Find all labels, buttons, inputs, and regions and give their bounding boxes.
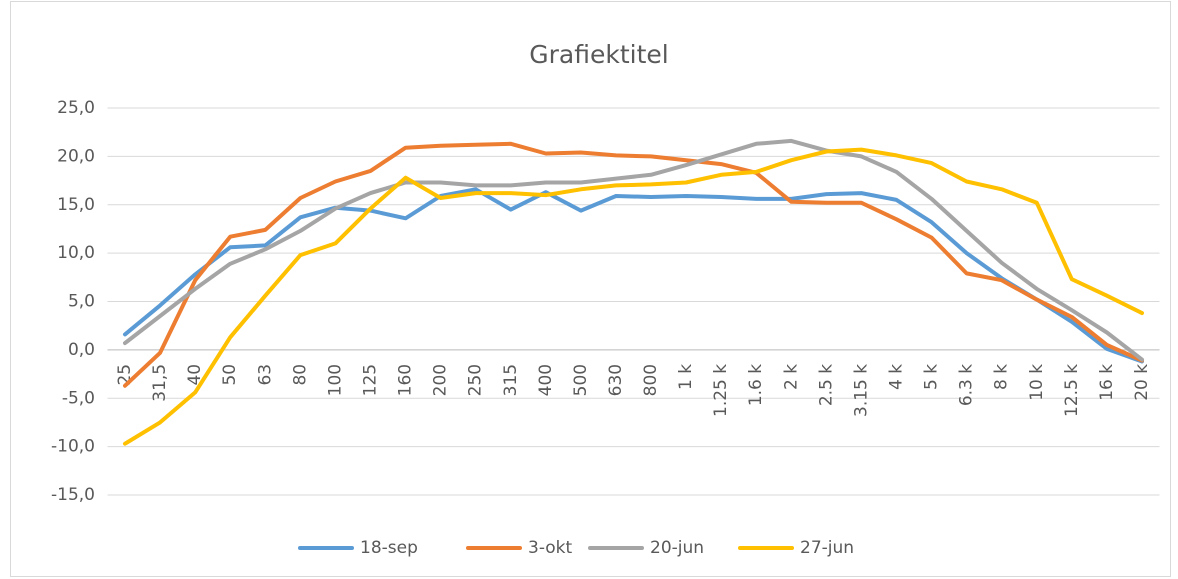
x-tick-label: 315: [501, 364, 521, 396]
x-tick-label: 12.5 k: [1062, 364, 1082, 417]
y-tick-label: -15,0: [51, 485, 95, 505]
x-tick-label: 40: [185, 364, 205, 386]
x-tick-label: 250: [466, 364, 486, 396]
series-line: [123, 138, 1144, 362]
series-line: [123, 187, 1144, 364]
x-tick-label: 100: [325, 364, 345, 396]
legend-label: 3-okt: [528, 538, 573, 558]
x-tick-label: 16 k: [1097, 364, 1117, 401]
x-tick-label: 80: [290, 364, 310, 386]
y-tick-label: 0,0: [68, 340, 95, 360]
x-tick-label: 630: [606, 364, 626, 396]
chart-border: [10, 1, 1171, 577]
x-tick-label: 1 k: [676, 364, 696, 390]
x-tick-label: 1.6 k: [746, 364, 766, 406]
x-tick-label: 25: [115, 364, 135, 386]
y-tick-label: -10,0: [51, 437, 95, 457]
x-tick-label: 8 k: [992, 364, 1012, 390]
x-tick-label: 4 k: [887, 364, 907, 390]
legend-label: 27-jun: [800, 538, 854, 558]
legend-label: 18-sep: [360, 538, 418, 558]
x-tick-label: 50: [220, 364, 240, 386]
x-tick-label: 125: [361, 364, 381, 396]
x-tick-label: 2.5 k: [816, 364, 836, 406]
chart-title: Grafiektitel: [529, 40, 668, 69]
x-tick-label: 200: [431, 364, 451, 396]
legend-label: 20-jun: [650, 538, 704, 558]
x-tick-label: 400: [536, 364, 556, 396]
x-tick-label: 800: [641, 364, 661, 396]
x-tick-label: 1.25 k: [711, 364, 731, 417]
y-tick-label: 5,0: [68, 292, 95, 312]
x-tick-label: 63: [255, 364, 275, 386]
x-tick-label: 31,5: [150, 364, 170, 402]
y-tick-label: 25,0: [57, 98, 95, 118]
x-tick-label: 10 k: [1027, 364, 1047, 401]
x-tick-label: 6.3 k: [957, 364, 977, 406]
y-tick-label: 20,0: [57, 146, 95, 166]
series-line: [123, 141, 1144, 388]
x-tick-label: 3.15 k: [851, 364, 871, 417]
x-tick-label: 160: [396, 364, 416, 396]
y-tick-label: 10,0: [57, 243, 95, 263]
x-tick-label: 500: [571, 364, 591, 396]
x-tick-label: 5 k: [922, 364, 942, 390]
x-tick-label: 2 k: [781, 364, 801, 390]
series-line: [123, 147, 1144, 446]
x-tick-label: 20 k: [1132, 364, 1152, 401]
y-tick-label: -5,0: [62, 388, 95, 408]
y-tick-label: 15,0: [57, 195, 95, 215]
